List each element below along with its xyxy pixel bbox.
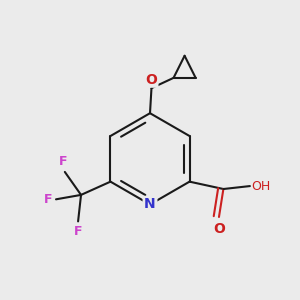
Text: N: N [144,197,156,212]
Text: O: O [146,73,158,87]
Text: F: F [59,155,68,168]
Text: OH: OH [251,180,270,193]
Text: F: F [44,193,52,206]
Text: O: O [213,222,225,236]
Text: F: F [74,225,82,238]
